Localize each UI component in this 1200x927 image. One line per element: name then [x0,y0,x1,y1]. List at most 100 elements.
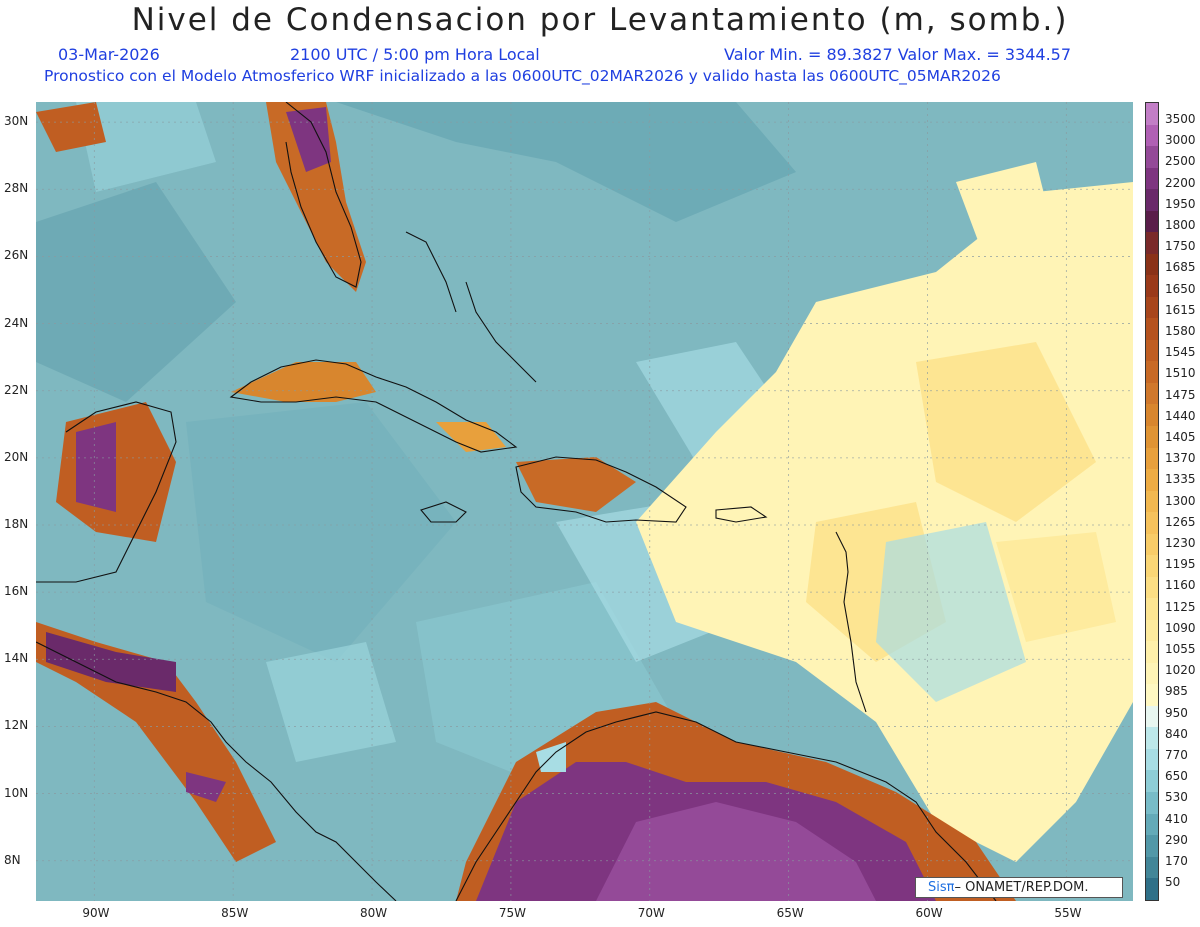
colorbar-label: 950 [1165,705,1188,720]
colorbar-label: 650 [1165,769,1188,784]
lon-label: 75W [498,906,527,920]
colorbar-label: 170 [1165,854,1188,868]
colorbar-swatch [1146,619,1158,642]
colorbar-swatch [1146,533,1158,556]
lon-label: 90W [82,906,110,920]
colorbar-swatch [1146,275,1158,297]
colorbar [1145,102,1159,901]
colorbar-label: 1160 [1165,578,1196,593]
colorbar-label: 1020 [1165,663,1196,678]
colorbar-swatch [1146,856,1158,879]
colorbar-swatch [1146,835,1158,857]
sispi-logo: Sisπ [928,880,955,895]
colorbar-label: 1090 [1165,620,1196,635]
lat-label: 30N [4,114,29,129]
colorbar-swatch [1146,146,1158,168]
colorbar-swatch [1146,490,1158,513]
colorbar-swatch [1146,705,1158,728]
colorbar-label: 1405 [1165,430,1196,444]
colorbar-swatch [1146,598,1158,620]
map-canvas [36,102,1133,901]
colorbar-label: 1195 [1165,557,1196,572]
lat-label: 8N [4,852,21,867]
colorbar-swatch [1146,684,1158,706]
lat-label: 12N [4,718,29,733]
colorbar-label: 1370 [1165,451,1196,466]
colorbar-swatch [1146,748,1158,771]
colorbar-swatch [1146,318,1158,340]
lon-label: 55W [1054,906,1082,920]
colorbar-swatch [1146,167,1158,190]
colorbar-label: 3000 [1165,133,1196,148]
colorbar-label: 1335 [1165,472,1196,487]
colorbar-label: 840 [1165,726,1188,741]
colorbar-swatch [1146,425,1158,448]
dry-region-shading [636,162,1133,862]
colorbar-label: 1800 [1165,218,1196,232]
colorbar-label: 1055 [1165,642,1196,656]
colorbar-label: 410 [1165,811,1188,826]
colorbar-swatch [1146,555,1158,577]
colorbar-label: 2500 [1165,154,1196,169]
colorbar-label: 1125 [1165,599,1196,614]
colorbar-swatch [1146,253,1158,276]
colorbar-label: 1615 [1165,302,1196,317]
min-max-values: Valor Min. = 89.3827 Valor Max. = 3344.5… [724,45,1072,64]
colorbar-label: 985 [1165,684,1188,699]
colorbar-swatch [1146,189,1158,211]
colorbar-label: 1300 [1165,493,1196,508]
colorbar-swatch [1146,576,1158,599]
colorbar-swatch [1146,103,1158,125]
lat-label: 14N [4,651,29,666]
colorbar-label: 770 [1165,748,1188,762]
credit-box: Sisπ– ONAMET/REP.DOM. [915,877,1123,898]
colorbar-swatch [1146,641,1158,663]
colorbar-swatch [1146,662,1158,685]
lat-lon-grid [36,102,1133,901]
lon-label: 65W [776,906,804,920]
map-title: Nivel de Condensacion por Levantamiento … [131,2,1069,38]
colorbar-swatch [1146,361,1158,383]
lat-label: 28N [4,181,29,196]
colorbar-label: 2200 [1165,175,1196,190]
colorbar-label: 1750 [1165,239,1196,254]
valid-time: 2100 UTC / 5:00 pm Hora Local [290,45,540,64]
colorbar-label: 1475 [1165,387,1196,402]
colorbar-swatch [1146,792,1158,814]
colorbar-swatch [1146,447,1158,470]
colorbar-swatch [1146,124,1158,147]
lcl-map [36,102,1133,901]
colorbar-label: 3500 [1165,112,1196,126]
lon-label: 60W [915,906,943,920]
colorbar-swatch [1146,512,1158,534]
lat-label: 22N [4,382,29,397]
colorbar-swatch [1146,382,1158,405]
colorbar-swatch [1146,469,1158,491]
lon-label: 85W [221,906,249,920]
lat-label: 26N [4,248,29,263]
colorbar-swatch [1146,296,1158,319]
colorbar-swatch [1146,813,1158,836]
colorbar-label: 1545 [1165,345,1196,360]
colorbar-label: 1265 [1165,514,1196,529]
colorbar-label: 1510 [1165,366,1196,381]
land-shading [36,102,1016,901]
lat-label: 18N [4,517,29,531]
colorbar-swatch [1146,339,1158,362]
colorbar-label: 1230 [1165,536,1196,550]
colorbar-label: 1685 [1165,260,1196,275]
colorbar-swatch [1146,770,1158,792]
colorbar-label: 1650 [1165,281,1196,296]
lon-label: 70W [637,906,665,920]
colorbar-swatch [1146,232,1158,254]
model-info: Pronostico con el Modelo Atmosferico WRF… [44,67,1001,85]
lat-label: 16N [4,584,29,599]
colorbar-swatch [1146,878,1158,900]
lat-label: 24N [4,315,29,330]
coastlines [36,102,997,901]
colorbar-label: 50 [1165,875,1181,890]
credit-text: – ONAMET/REP.DOM. [954,880,1089,895]
colorbar-label: 1580 [1165,324,1196,338]
colorbar-label: 1440 [1165,408,1196,423]
lat-label: 10N [4,785,29,800]
